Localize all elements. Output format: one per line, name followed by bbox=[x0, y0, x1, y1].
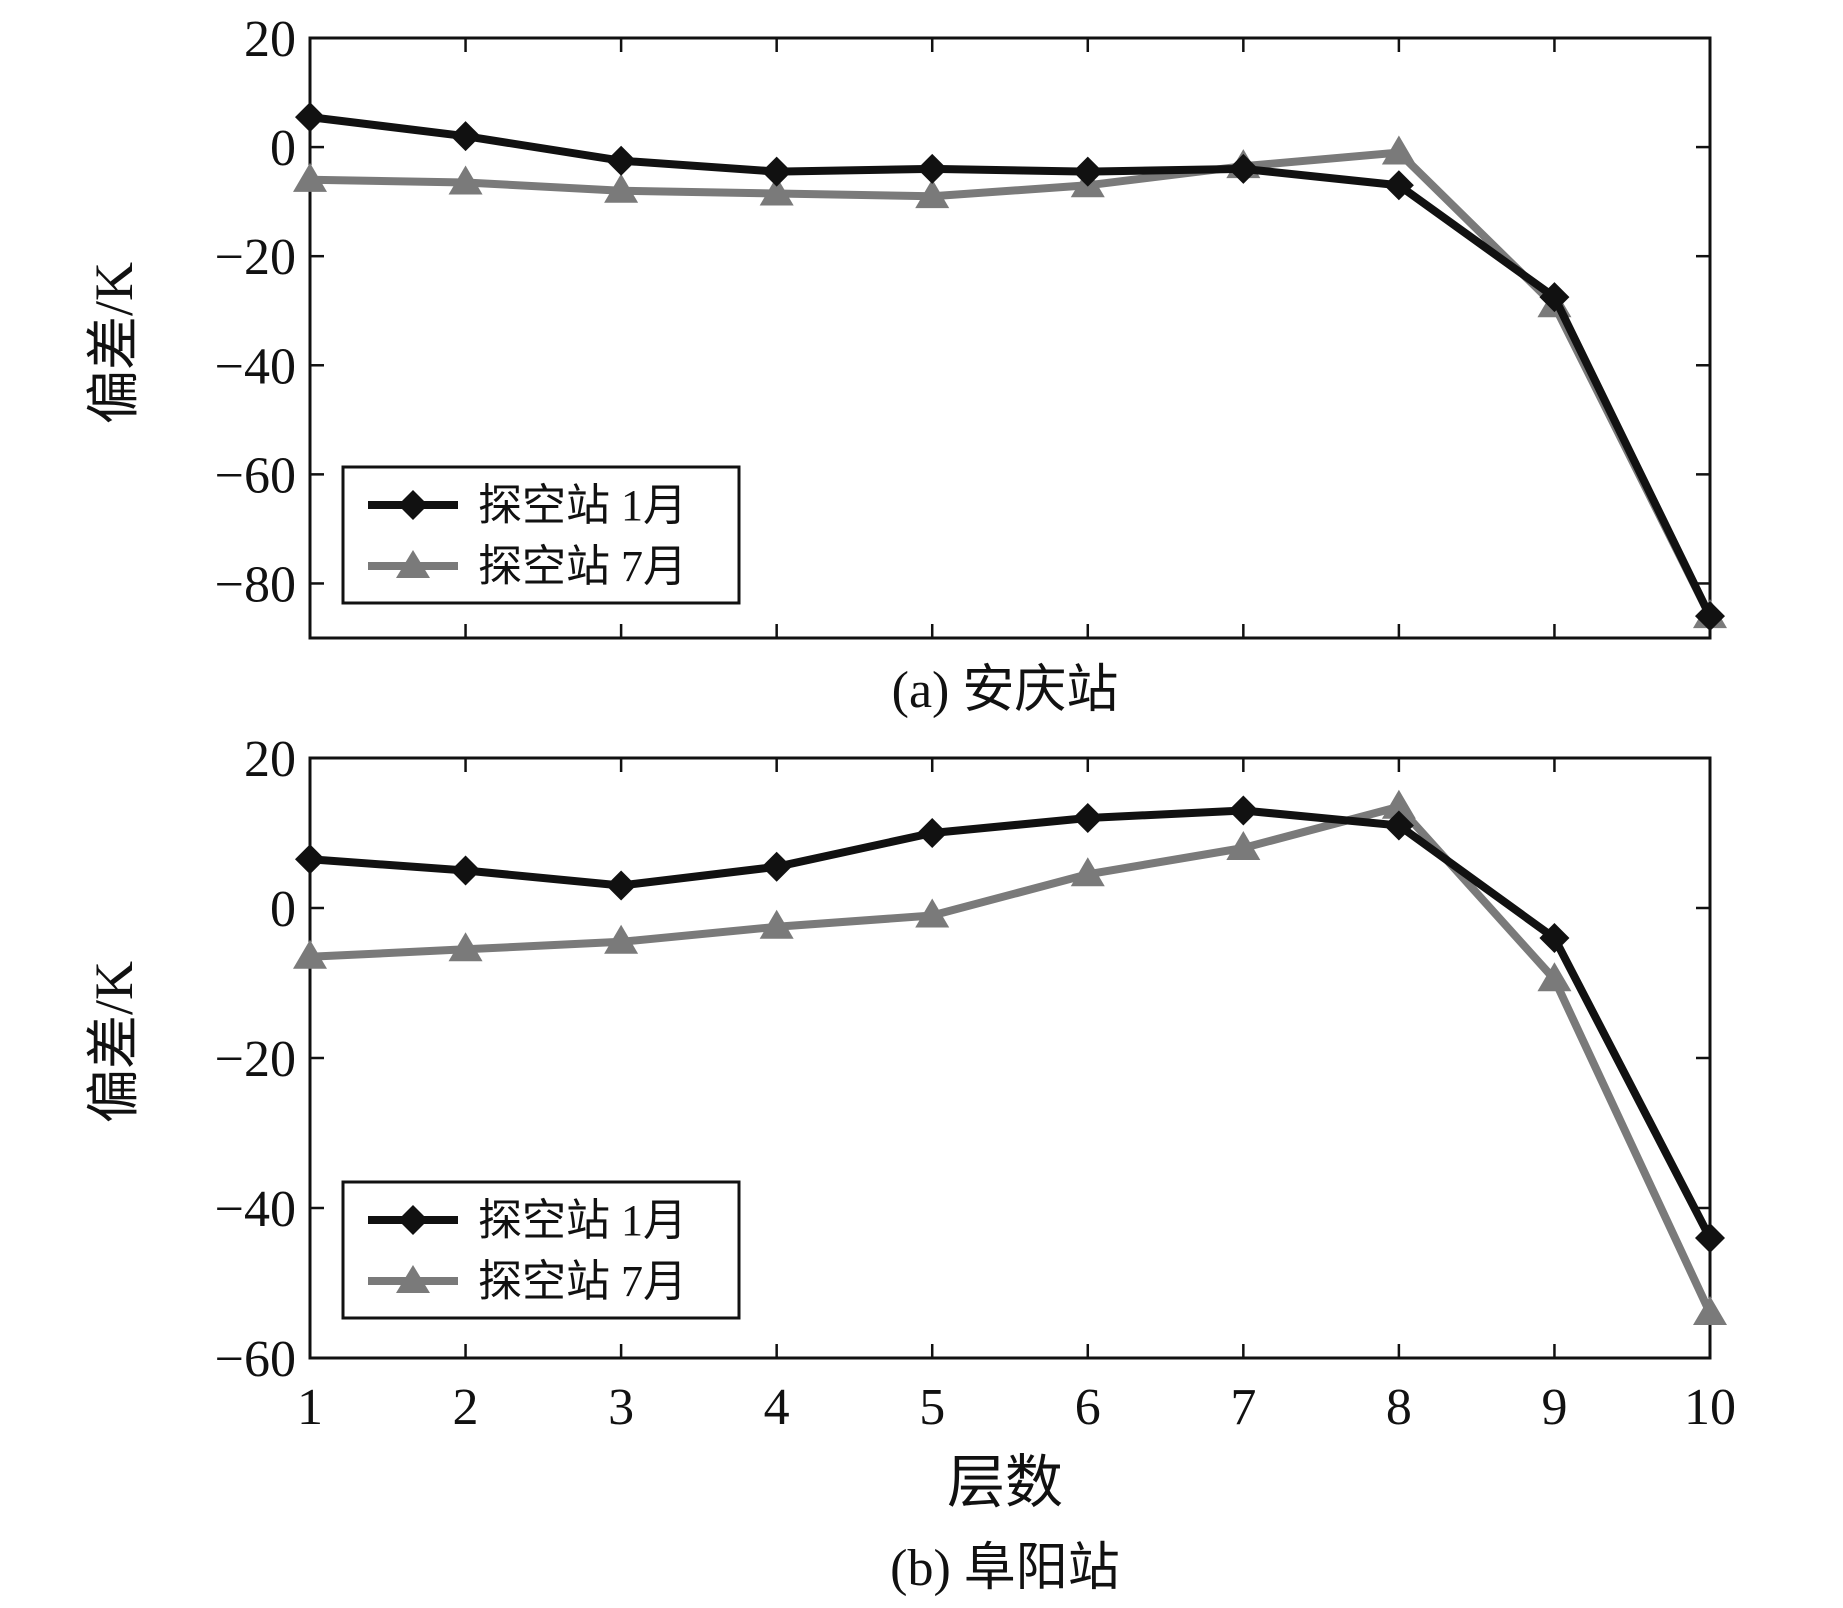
data-point-jan bbox=[917, 818, 948, 848]
data-point-jan bbox=[1072, 156, 1103, 187]
data-point-jul bbox=[1381, 789, 1416, 819]
legend-label-jul: 探空站 7月 bbox=[478, 542, 687, 591]
panel-b-legend: 探空站 1月 探空站 7月 bbox=[341, 1180, 741, 1320]
panel-a: 20 0 −20 −40 −60 −80 探空站 1月 探空站 7月 偏差/K (a) 安… bbox=[84, 11, 1727, 719]
y-tick-label: −40 bbox=[215, 1181, 296, 1238]
data-point-jul bbox=[915, 179, 950, 209]
legend-label-jan: 探空站 1月 bbox=[478, 481, 687, 530]
data-point-jan bbox=[450, 121, 481, 152]
data-point-jan bbox=[1383, 170, 1414, 201]
data-point-jul bbox=[915, 898, 950, 928]
panel-a-legend: 探空站 1月 探空站 7月 bbox=[341, 465, 741, 605]
x-tick-label: 6 bbox=[1075, 1379, 1101, 1436]
legend-marker-jul bbox=[396, 550, 430, 578]
legend-label-jul: 探空站 7月 bbox=[478, 1257, 687, 1306]
data-point-jul bbox=[759, 176, 794, 206]
panel-b: 1 2 3 4 5 6 7 8 9 10 20 0 −20 −40 −60 探空站 1月 探空站 7月 偏差… bbox=[84, 731, 1736, 1597]
x-tick-label: 4 bbox=[764, 1379, 790, 1436]
data-point-jul bbox=[1226, 831, 1261, 860]
y-tick-label: −60 bbox=[215, 1331, 296, 1388]
y-tick-label: −80 bbox=[215, 556, 296, 613]
data-point-jul bbox=[1537, 962, 1572, 992]
y-tick-label: 0 bbox=[270, 120, 296, 177]
y-tick-label: −20 bbox=[215, 1031, 296, 1088]
panel-a-plot: 20 0 −20 −40 −60 −80 bbox=[215, 11, 1727, 640]
data-point-jan bbox=[1539, 282, 1570, 313]
y-tick-label: −40 bbox=[215, 338, 296, 395]
panel-b-plot: 1 2 3 4 5 6 7 8 9 10 20 0 −20 −40 −60 bbox=[215, 731, 1736, 1436]
data-point-jan bbox=[1539, 923, 1570, 953]
y-tick-label: −20 bbox=[215, 229, 296, 286]
data-point-jul bbox=[759, 909, 794, 939]
x-tick-label: 10 bbox=[1684, 1379, 1736, 1436]
legend-marker-jan bbox=[398, 490, 428, 520]
data-point-jan bbox=[917, 153, 948, 184]
data-point-jan bbox=[761, 851, 792, 882]
y-tick-label: 0 bbox=[270, 881, 296, 938]
x-tick-label: 2 bbox=[453, 1379, 479, 1436]
data-point-jan bbox=[295, 844, 325, 875]
x-tick-label: 9 bbox=[1541, 1379, 1567, 1436]
panel-b-caption: (b) 阜阳站 bbox=[890, 1540, 1120, 1597]
data-point-jul bbox=[448, 932, 483, 962]
data-point-jul bbox=[604, 173, 639, 203]
series-line-jan bbox=[306, 806, 1714, 1242]
legend-frame bbox=[341, 1180, 741, 1320]
x-tick-label: 3 bbox=[608, 1379, 634, 1436]
data-point-jan bbox=[606, 145, 637, 176]
series-line-jul bbox=[306, 148, 1714, 621]
data-point-jan bbox=[1695, 1223, 1725, 1253]
x-tick-label: 1 bbox=[297, 1379, 323, 1436]
data-point-jan bbox=[761, 156, 792, 187]
data-point-jan bbox=[606, 870, 637, 901]
data-point-jul bbox=[293, 162, 327, 192]
series-line-jan bbox=[306, 113, 1714, 621]
data-point-jan bbox=[1228, 795, 1259, 826]
panel-b-ylabel: 偏差/K bbox=[84, 961, 144, 1123]
plot-frame bbox=[308, 36, 1712, 640]
legend-marker-jul bbox=[396, 1265, 430, 1293]
legend-label-jan: 探空站 1月 bbox=[478, 1196, 687, 1245]
data-point-jul bbox=[1381, 135, 1416, 165]
data-point-jan bbox=[1695, 601, 1725, 632]
panel-b-xlabel: 层数 bbox=[947, 1450, 1063, 1515]
data-point-jan bbox=[295, 102, 325, 133]
data-point-jul bbox=[1070, 857, 1105, 887]
legend-marker-jan bbox=[398, 1205, 428, 1235]
y-tick-label: 20 bbox=[244, 11, 296, 68]
y-tick-label: −60 bbox=[215, 447, 296, 504]
data-point-jan bbox=[1383, 810, 1414, 841]
data-point-jul bbox=[293, 939, 327, 969]
data-point-jan bbox=[1228, 153, 1259, 184]
panel-a-caption: (a) 安庆站 bbox=[892, 662, 1119, 719]
x-tick-label: 8 bbox=[1386, 1379, 1412, 1436]
data-point-jan bbox=[450, 855, 481, 886]
series-line-jul bbox=[306, 802, 1714, 1317]
data-point-jul bbox=[1693, 1296, 1727, 1325]
data-point-jan bbox=[1072, 803, 1103, 833]
data-point-jul bbox=[604, 924, 639, 954]
panel-a-ylabel: 偏差/K bbox=[84, 262, 144, 424]
y-tick-label: 20 bbox=[244, 731, 296, 788]
legend-frame bbox=[341, 465, 741, 605]
x-tick-label: 5 bbox=[919, 1379, 945, 1436]
data-point-jul bbox=[448, 165, 483, 195]
x-tick-label: 7 bbox=[1230, 1379, 1256, 1436]
